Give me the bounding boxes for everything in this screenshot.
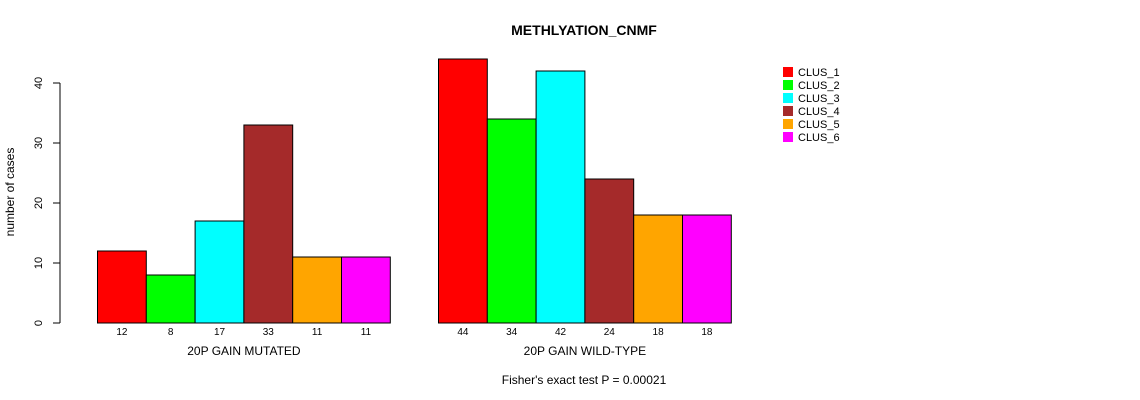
y-tick-label: 30 xyxy=(33,137,45,149)
bar-count-label: 11 xyxy=(361,327,372,338)
legend-label: CLUS_2 xyxy=(798,80,840,92)
legend-label: CLUS_6 xyxy=(798,132,840,144)
bar-count-label: 18 xyxy=(653,327,665,338)
bar-count-label: 24 xyxy=(604,327,616,338)
group-label: 20P GAIN MUTATED xyxy=(187,344,301,358)
group-labels: 20P GAIN MUTATED 20P GAIN WILD-TYPE xyxy=(187,344,646,358)
bar-count-label: 33 xyxy=(263,327,275,338)
bar-clus-5-group-2 xyxy=(633,214,684,324)
group-label: 20P GAIN WILD-TYPE xyxy=(524,344,646,358)
bar-clus-1-group-1 xyxy=(97,250,147,324)
legend-swatch xyxy=(783,132,793,142)
legend-swatch xyxy=(783,119,793,129)
fisher-test-note: Fisher's exact test P = 0.00021 xyxy=(502,373,667,387)
bar-count-label: 42 xyxy=(555,327,567,338)
bar-clus-3-group-1 xyxy=(194,220,245,324)
bar-count-label: 12 xyxy=(116,327,128,338)
y-tick-label: 10 xyxy=(33,257,45,269)
legend-label: CLUS_4 xyxy=(798,106,840,118)
legend-label: CLUS_1 xyxy=(798,67,840,79)
count-labels: 12 8 17 33 11 11 44 34 42 24 18 18 xyxy=(116,327,713,338)
legend-swatch xyxy=(783,67,793,77)
bar-clus-6-group-2 xyxy=(682,214,732,324)
bar-clus-4-group-2 xyxy=(584,178,635,324)
y-tick-label: 40 xyxy=(33,77,45,89)
y-axis: 0 10 20 30 40 xyxy=(33,77,61,326)
bar-count-label: 44 xyxy=(457,327,469,338)
y-tick-label: 20 xyxy=(33,197,45,209)
bar-clus-2-group-2 xyxy=(486,118,537,324)
bar-clus-6-group-1 xyxy=(341,256,391,324)
legend-swatch xyxy=(783,80,793,90)
legend-swatch xyxy=(783,93,793,103)
bar-count-label: 18 xyxy=(701,327,713,338)
legend-label: CLUS_5 xyxy=(798,119,840,131)
bar-count-label: 34 xyxy=(506,327,518,338)
bar-count-label: 17 xyxy=(214,327,226,338)
legend-label: CLUS_3 xyxy=(798,93,840,105)
chart-title: METHLYATION_CNMF xyxy=(511,22,657,38)
bars xyxy=(97,58,732,324)
y-tick-label: 0 xyxy=(33,320,45,326)
bar-count-label: 8 xyxy=(168,327,174,338)
bar-clus-1-group-2 xyxy=(438,58,488,324)
bar-clus-5-group-1 xyxy=(292,256,343,324)
bar-clus-4-group-1 xyxy=(243,124,294,324)
bar-clus-3-group-2 xyxy=(535,70,586,324)
bar-count-label: 11 xyxy=(312,327,323,338)
bar-clus-2-group-1 xyxy=(145,274,196,324)
y-axis-label: number of cases xyxy=(3,148,17,237)
legend-swatch xyxy=(783,106,793,116)
